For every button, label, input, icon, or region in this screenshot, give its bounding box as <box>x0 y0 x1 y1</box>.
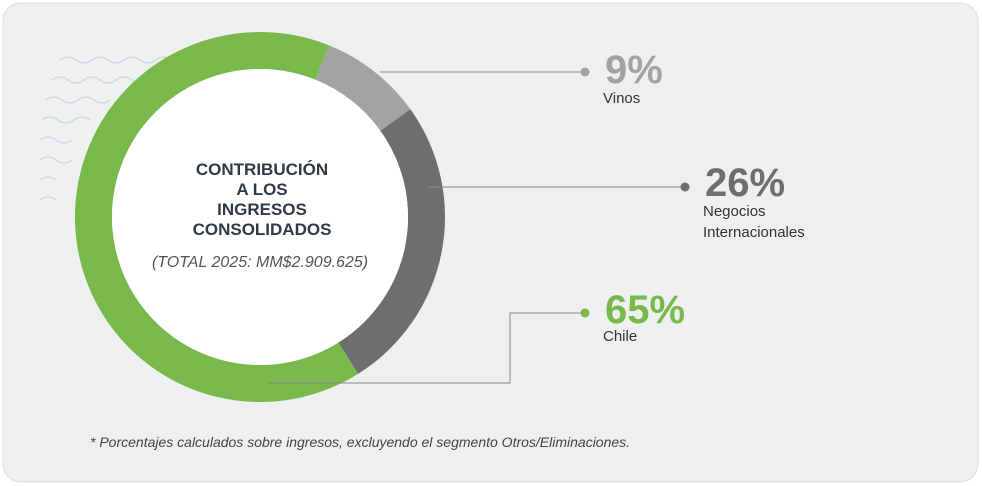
chart <box>0 0 982 486</box>
leader-dot <box>581 68 590 77</box>
title-line: A LOS <box>160 180 364 200</box>
category-label: Vinos <box>603 88 753 109</box>
title-line: CONTRIBUCIÓN <box>160 160 364 180</box>
category-label: Chile <box>603 326 753 347</box>
title-line: INGRESOS <box>160 200 364 220</box>
infographic: CONTRIBUCIÓNA LOSINGRESOSCONSOLIDADOS (T… <box>0 0 982 486</box>
title-line: CONSOLIDADOS <box>160 220 364 240</box>
value-label: 26% <box>705 163 785 203</box>
footnote: * Porcentajes calculados sobre ingresos,… <box>90 434 630 450</box>
leader-dot <box>581 309 590 318</box>
leader-dot <box>681 183 690 192</box>
category-label: Negocios Internacionales <box>703 201 853 243</box>
value-label: 65% <box>605 290 685 330</box>
value-label: 9% <box>605 50 663 90</box>
center-subtitle: (TOTAL 2025: MM$2.909.625) <box>110 254 410 272</box>
